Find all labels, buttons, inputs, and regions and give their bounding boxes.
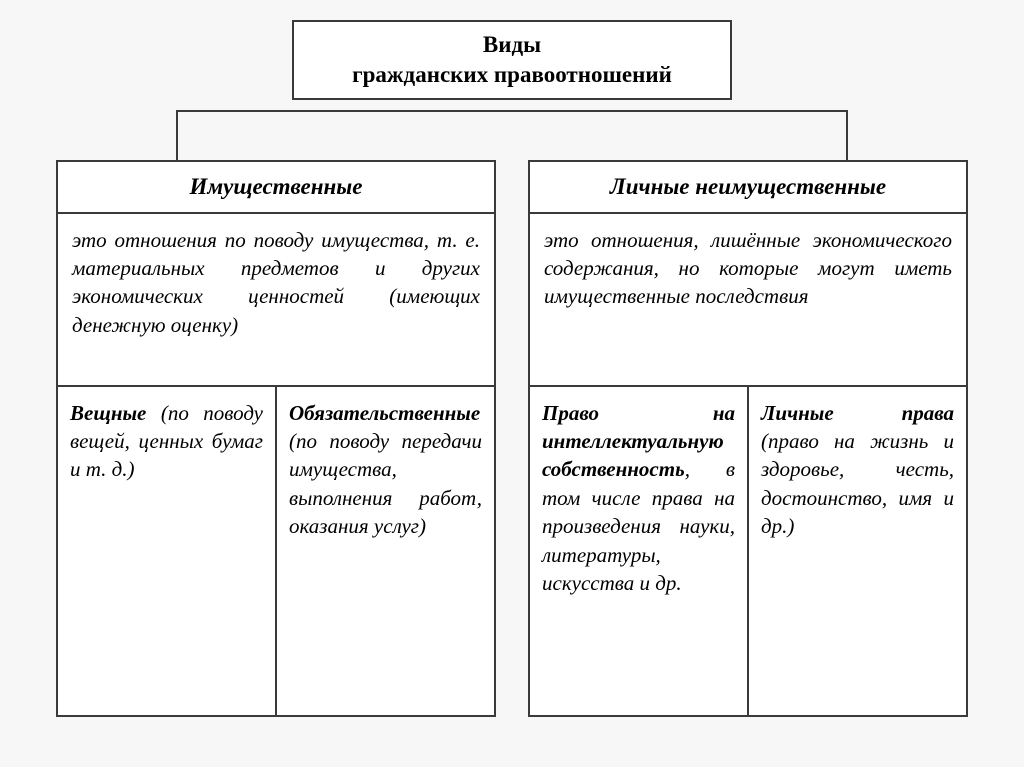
title-line2: гражданских правоотношений <box>352 62 672 87</box>
title-line1: Виды <box>483 32 541 57</box>
branch-personal: Личные неимущественные это отношения, ли… <box>528 160 968 717</box>
diagram-title: Виды гражданских правоотношений <box>292 20 732 100</box>
connector-lines <box>70 100 954 160</box>
sub-rest: (право на жизнь и здоровье, честь, досто… <box>761 429 954 538</box>
sub-cell-real: Вещные (по поводу вещей, ценных бумаг и … <box>56 387 277 717</box>
diagram-root: Виды гражданских правоотношений Имуществ… <box>40 20 984 717</box>
sub-cell-ip: Право на интеллектуальную собственность,… <box>528 387 749 717</box>
sub-bold: Личные права <box>761 401 954 425</box>
branch-definition: это отношения, лишённые экономического с… <box>528 212 968 387</box>
branch-heading: Имущественные <box>56 160 496 212</box>
branch-property: Имущественные это отношения по поводу им… <box>56 160 496 717</box>
sub-bold: Обязательственные <box>289 401 480 425</box>
sub-cell-obligation: Обязательственные (по поводу передачи им… <box>277 387 496 717</box>
sub-rest: (по поводу передачи имущества, выполнени… <box>289 429 482 538</box>
branch-definition: это отношения по поводу имущества, т. е.… <box>56 212 496 387</box>
branches-row: Имущественные это отношения по поводу им… <box>40 160 984 717</box>
sub-cell-personal-rights: Личные права (право на жизнь и здоровье,… <box>749 387 968 717</box>
sub-row: Вещные (по поводу вещей, ценных бумаг и … <box>56 387 496 717</box>
sub-row: Право на интеллектуальную собственность,… <box>528 387 968 717</box>
branch-heading: Личные неимущественные <box>528 160 968 212</box>
sub-bold: Вещные <box>70 401 146 425</box>
